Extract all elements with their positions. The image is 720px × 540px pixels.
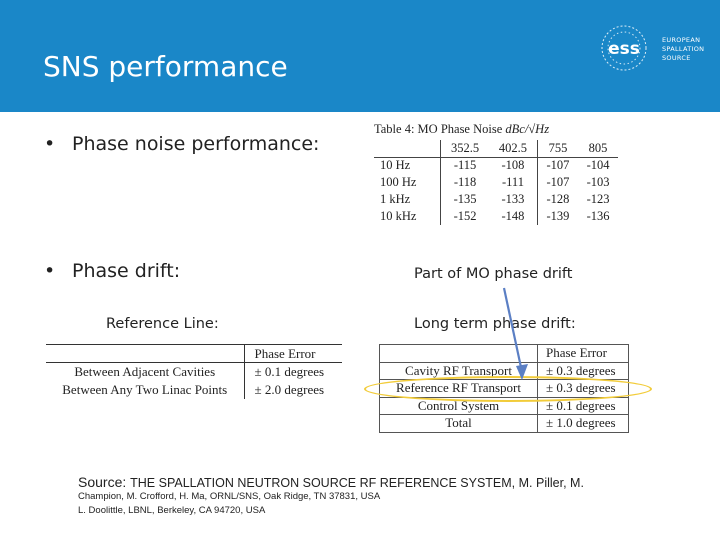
table-cell: ± 0.1 degrees [254, 363, 325, 379]
column-header: 805 [578, 140, 618, 158]
logo-text: EUROPEAN SPALLATION SOURCE [662, 36, 704, 63]
reference-line-label: Reference Line: [106, 316, 219, 332]
source-prefix: Source: [78, 474, 131, 490]
source-authors: M. Piller, M. [515, 476, 584, 490]
table-row: 10 kHz -152 -148 -139 -136 [374, 208, 618, 225]
table-cell: -152 [453, 209, 477, 223]
table-cell: -136 [586, 209, 610, 223]
long-term-drift-label: Long term phase drift: [414, 316, 576, 332]
row-label: 10 Hz [374, 157, 442, 174]
table-cell: -111 [489, 174, 538, 191]
logo-line: SPALLATION [662, 45, 705, 53]
table-row: Between Adjacent Cavities ± 0.1 degrees [46, 362, 342, 381]
table-cell: -139 [546, 209, 570, 223]
column-header [374, 140, 442, 158]
logo-line: EUROPEAN [662, 36, 701, 44]
row-label: Between Adjacent Cavities [46, 362, 245, 381]
column-header [379, 344, 538, 363]
bullet-phase-noise: • Phase noise performance: [44, 133, 319, 155]
bullet-text: Phase drift: [72, 260, 181, 282]
column-header: Phase Error [537, 344, 629, 363]
row-label: Between Any Two Linac Points [46, 380, 245, 399]
table-cell: -103 [586, 175, 610, 189]
reference-line-table: Phase Error Between Adjacent Cavities ± … [46, 344, 342, 399]
table-row: 100 Hz -118 -111 -107 -103 [374, 174, 618, 191]
mo-phase-noise-table: Table 4: MO Phase Noise dBc/√Hz 352.5 40… [374, 122, 618, 225]
table-cell: -135 [453, 192, 477, 206]
column-header [46, 344, 245, 363]
bullet-dot: • [44, 260, 56, 282]
table-cell: -107 [546, 158, 570, 173]
source-line-2: Champion, M. Crofford, H. Ma, ORNL/SNS, … [78, 491, 381, 502]
table-row: 1 kHz -135 -133 -128 -123 [374, 191, 618, 208]
table-cell: ± 1.0 degrees [537, 414, 629, 433]
caption-unit: dBc/√Hz [505, 122, 550, 136]
row-label: 1 kHz [374, 191, 442, 208]
row-label: 10 kHz [374, 208, 442, 225]
row-label: Total [379, 414, 538, 433]
slide-title: SNS performance [43, 50, 288, 83]
logo-mark-text: ess [608, 39, 640, 59]
source-line-3: L. Doolittle, LBNL, Berkeley, CA 94720, … [78, 505, 266, 516]
table-cell: -107 [546, 175, 570, 189]
table-cell: -133 [489, 191, 538, 208]
table-row: Total ± 1.0 degrees [379, 414, 629, 433]
table-cell: -123 [586, 192, 610, 206]
row-label: 100 Hz [374, 174, 442, 191]
table-cell: -108 [489, 157, 538, 174]
column-header: 755 [537, 140, 579, 158]
column-header: Phase Error [244, 344, 342, 363]
table-row: 10 Hz -115 -108 -107 -104 [374, 157, 618, 174]
table-cell: ± 2.0 degrees [254, 381, 325, 397]
table-caption: Table 4: MO Phase Noise dBc/√Hz [374, 122, 618, 140]
ess-logo-icon: ess [601, 25, 647, 71]
column-header: 402.5 [489, 140, 538, 158]
bullet-dot: • [44, 133, 56, 155]
logo-line: SOURCE [662, 54, 691, 62]
table-cell: -118 [453, 175, 477, 189]
caption-text: Table 4: MO Phase Noise [374, 122, 503, 136]
bullet-phase-drift: • Phase drift: [44, 260, 180, 282]
table-header-row: Phase Error [379, 344, 629, 363]
source-citation: Source: THE SPALLATION NEUTRON SOURCE RF… [78, 474, 584, 490]
table-cell: -128 [546, 192, 570, 206]
header-bar: SNS performance ess EUROPEAN SPALLATION … [0, 0, 720, 112]
table-cell: -148 [489, 208, 538, 225]
table-cell: -104 [586, 158, 610, 173]
table-row: Between Any Two Linac Points ± 2.0 degre… [46, 380, 342, 399]
table-cell: -115 [453, 158, 477, 173]
highlight-ellipse [364, 376, 652, 402]
bullet-text: Phase noise performance: [72, 133, 320, 155]
column-header: 352.5 [440, 140, 490, 158]
table-cell: ± 0.3 degrees [537, 361, 629, 380]
table-header-row: Phase Error [46, 344, 342, 363]
mo-drift-label: Part of MO phase drift [414, 266, 573, 282]
source-title: THE SPALLATION NEUTRON SOURCE RF REFEREN… [130, 476, 516, 490]
